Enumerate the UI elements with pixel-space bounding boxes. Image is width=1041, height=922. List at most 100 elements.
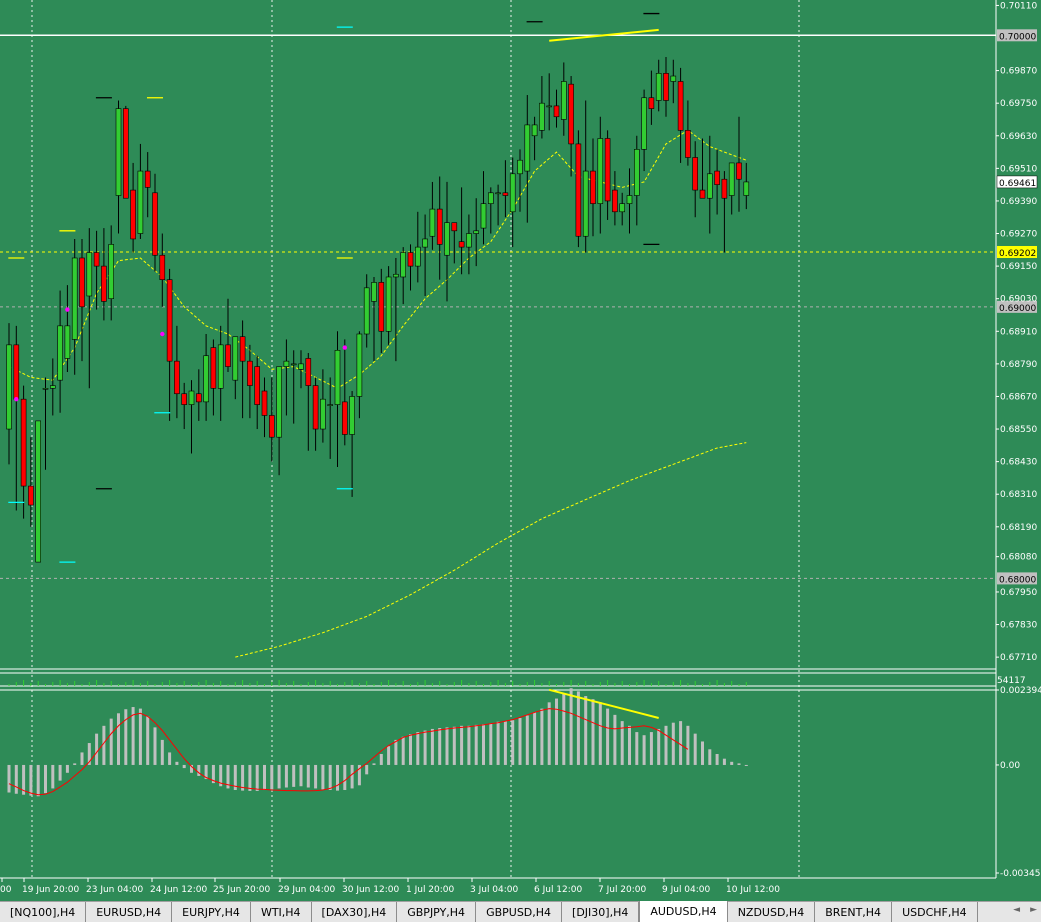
symbol-tab[interactable]: EURJPY,H4 [172,902,251,922]
symbol-tab[interactable]: USDCHF,H4 [892,902,978,922]
macd-histogram-bar [409,734,412,765]
level-price-tag [997,29,1037,42]
candle-body-bull [546,105,553,108]
macd-histogram-bar [73,763,77,765]
price-tick-label: 0.69750 [1000,99,1037,109]
macd-histogram-bar [540,708,544,765]
candle [261,377,268,438]
candle [721,171,728,253]
symbol-tab[interactable]: [DAX30],H4 [312,902,398,922]
candle [458,187,465,275]
price-tick-label: 0.68910 [1000,327,1037,337]
candle-body-bull [232,336,239,381]
macd-tick-label: 0.002394 [1000,686,1041,696]
candle [597,116,604,234]
candle-body-bull [217,344,224,389]
candle-body-bull [327,404,334,406]
symbol-tab[interactable]: AUDUSD,H4 [639,901,728,922]
macd-histogram-bar [372,763,376,765]
candle-body-bear [210,347,217,389]
macd-histogram-bar [343,764,347,791]
candle-body-bull [728,162,735,196]
price-trendline [549,28,659,42]
candle [568,76,574,177]
candle [612,171,618,226]
candle [298,350,304,389]
scroll-right-icon[interactable]: ► [1030,905,1037,915]
signal-dot [342,345,347,350]
macd-histogram-bar [7,764,11,793]
macd-histogram-bar [124,709,128,765]
candle [181,382,187,430]
macd-histogram-bar [102,725,106,765]
candle-body-bull [363,287,370,335]
candle [217,325,224,421]
price-tick-label: 0.69150 [1000,262,1037,272]
symbol-tab[interactable]: GBPJPY,H4 [397,902,477,922]
chart-canvas[interactable]: 0.70000 0.69000 0.68000 0.69202 0.70110 0.698… [0,0,1041,901]
candle [93,230,100,310]
symbol-tab[interactable]: WTI,H4 [251,902,312,922]
macd-histogram-bar [36,764,40,797]
macd-histogram-bar [44,764,47,794]
candle [276,366,282,476]
macd-histogram-bar [168,752,172,765]
candle [495,184,501,226]
macd-histogram-bar [430,728,434,765]
level-price-tag [997,572,1037,585]
time-tick-label: 00 [0,885,12,895]
candle-body-bear [225,344,231,367]
macd-histogram-bar [701,741,704,765]
volume-label: 54117 [997,676,1026,686]
macd-histogram-bar [693,733,697,765]
price-tick-label: 0.69870 [1000,67,1037,77]
candle [13,325,20,511]
candle [203,334,209,421]
candle-body-bull [115,108,122,196]
candle-body-bull [35,420,42,563]
candle-body-bear [692,157,699,191]
candle-body-bear [677,81,684,131]
volume-panel: 54117 [8,676,1026,686]
candle-body-bull [597,138,604,204]
macd-histogram-bar [737,763,741,765]
level-price-tag [997,300,1037,313]
symbol-tab[interactable]: [DJI30],H4 [562,902,640,922]
candle [685,100,691,166]
price-tick-label: 0.69030 [1000,295,1037,305]
time-tick-label: 23 Jun 04:00 [86,885,143,895]
macd-histogram-bar [357,764,361,786]
candle [356,331,363,419]
symbol-tab[interactable]: BRENT,H4 [815,902,893,922]
macd-histogram-bar [336,764,339,791]
price-tick-label: 0.68080 [1000,553,1037,563]
candle-body-bull [385,276,392,332]
candle-body-bear [699,189,706,199]
candle-body-bear [305,358,312,386]
candle [444,181,450,302]
macd-histogram-bar [649,732,653,765]
price-tick-label: 0.68670 [1000,392,1037,402]
scroll-left-icon[interactable]: ◄ [1013,905,1021,915]
macd-histogram-bar [65,764,69,773]
macd-histogram-bar [489,723,493,765]
candle-body-bear [123,108,129,199]
symbol-tab[interactable]: NZDUSD,H4 [728,902,816,922]
symbol-tab[interactable]: EURUSD,H4 [86,902,173,922]
symbol-tab[interactable]: [NQ100],H4 [0,902,87,922]
candle [254,355,260,430]
candle [736,116,742,212]
level-price-tag [997,245,1037,258]
candle [57,290,63,413]
symbol-tab[interactable]: GBPUSD,H4 [476,902,563,922]
candle-body-bear [458,241,465,248]
macd-histogram-bar [306,764,310,788]
candle [378,268,385,354]
macd-histogram-bar [175,761,179,765]
candle-body-bear [685,130,691,158]
macd-histogram-bar [328,764,332,791]
candle-body-bear [196,393,202,403]
candle-body-bull [400,252,407,278]
candle [64,285,71,373]
candle [502,160,509,218]
